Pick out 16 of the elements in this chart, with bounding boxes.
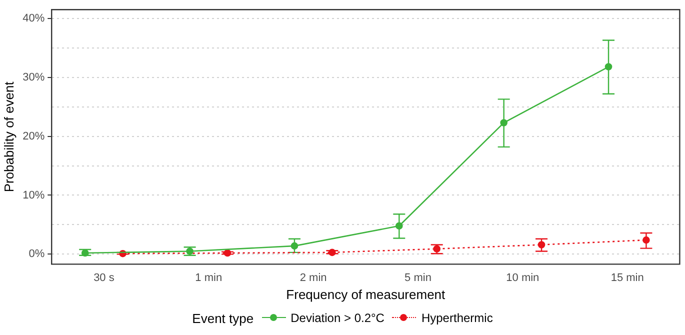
x-tick-label: 10 min <box>506 272 540 284</box>
x-tick-label: 15 min <box>610 272 644 284</box>
x-tick-label: 30 s <box>94 272 115 284</box>
y-tick-label: 40% <box>22 12 45 24</box>
x-axis-title: Frequency of measurement <box>286 286 446 302</box>
y-tick-label: 20% <box>22 130 45 142</box>
x-tick-label: 1 min <box>195 272 222 284</box>
legend-label: Hyperthermic <box>421 311 493 325</box>
y-tick-label: 10% <box>22 189 45 202</box>
legend-title: Event type <box>192 310 254 326</box>
y-axis-title: Probability of event <box>1 81 16 192</box>
x-tick-label: 5 min <box>404 272 432 284</box>
y-tick-label: 30% <box>22 71 45 84</box>
y-tick-label: 0% <box>28 248 45 260</box>
x-tick-label: 2 min <box>300 272 327 284</box>
legend-label: Deviation > 0.2°C <box>290 311 384 325</box>
